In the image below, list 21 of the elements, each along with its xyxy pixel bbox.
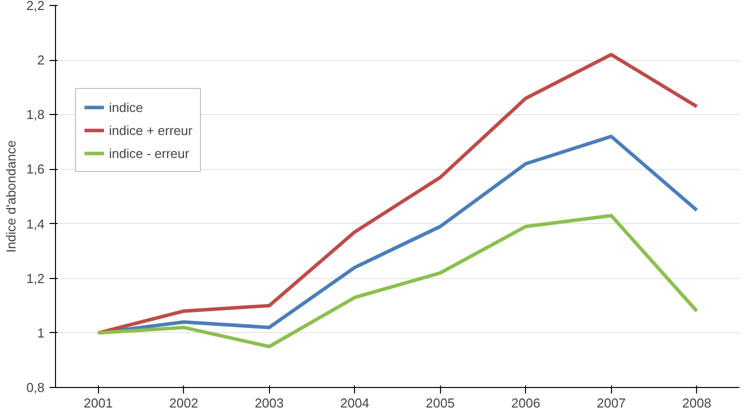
legend-label: indice bbox=[109, 100, 143, 114]
y-tick-label: 1,2 bbox=[26, 270, 45, 286]
y-tick-label: 0,8 bbox=[26, 380, 45, 395]
x-tick-label: 2008 bbox=[682, 396, 712, 410]
x-tick-label: 2005 bbox=[426, 396, 455, 410]
x-tick-label: 2001 bbox=[84, 396, 113, 410]
line-series bbox=[96, 214, 698, 348]
y-tick-label: 2,2 bbox=[26, 0, 45, 13]
y-tick-label: 1,4 bbox=[26, 216, 45, 232]
y-tick-label: 1 bbox=[37, 325, 45, 340]
legend-label: indice + erreur bbox=[109, 122, 192, 138]
y-axis-title: Indice d'abondance bbox=[3, 140, 18, 253]
x-tick-label: 2003 bbox=[254, 396, 284, 410]
y-tick-label: 1,6 bbox=[26, 162, 45, 177]
x-tick-label: 2007 bbox=[596, 396, 626, 410]
y-tick-label: 1,8 bbox=[26, 107, 45, 122]
x-tick-label: 2004 bbox=[340, 396, 370, 410]
x-tick-label: 2006 bbox=[511, 396, 540, 410]
legend-label: indice - erreur bbox=[109, 146, 190, 160]
x-tick-label: 2002 bbox=[169, 396, 198, 410]
y-tick-label: 2 bbox=[37, 52, 45, 68]
